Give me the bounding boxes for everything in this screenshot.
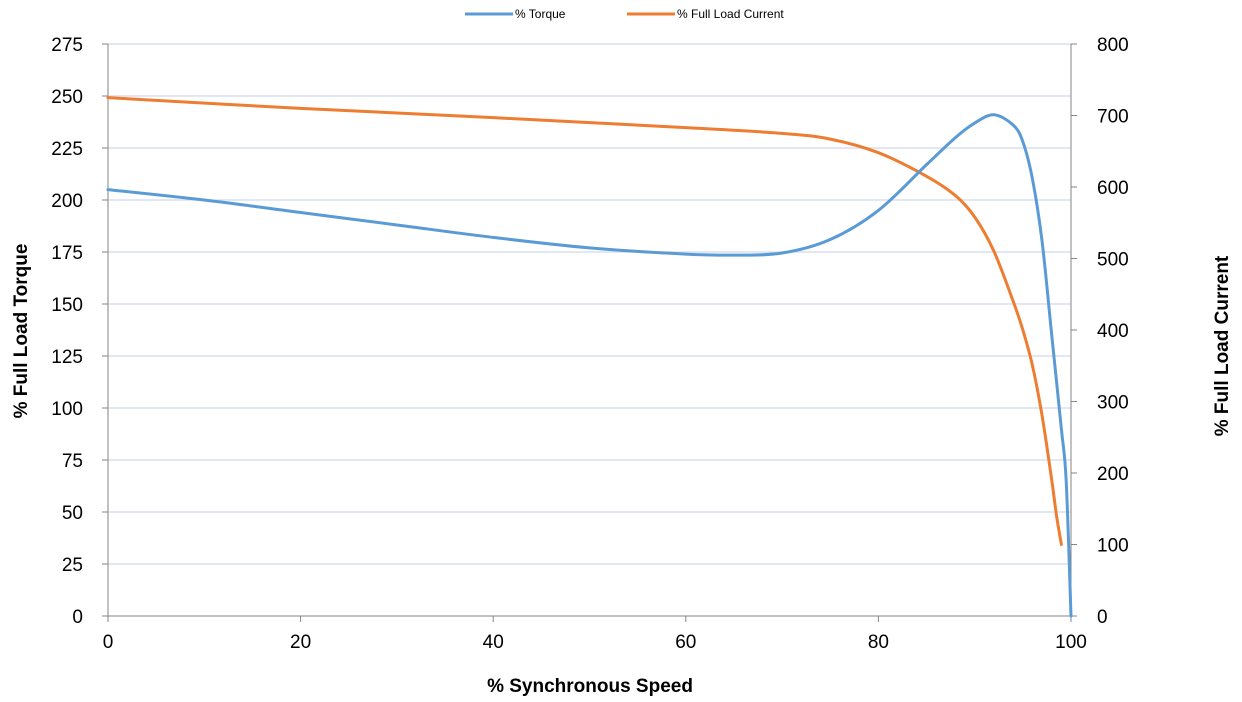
gridlines bbox=[108, 43, 1071, 565]
x-axis-title: % Synchronous Speed bbox=[487, 676, 693, 697]
y-tick-label: 25 bbox=[62, 555, 83, 576]
y-tick-label: 150 bbox=[51, 295, 83, 316]
axes bbox=[107, 44, 1072, 617]
y-tick-label: 50 bbox=[62, 503, 83, 524]
y-tick-label: 75 bbox=[62, 451, 83, 472]
y2-tick-label: 100 bbox=[1097, 536, 1129, 557]
y-tick-label: 0 bbox=[72, 607, 83, 628]
legend: % Torque % Full Load Current bbox=[465, 7, 784, 21]
x-tick-label: 20 bbox=[290, 632, 311, 653]
x-tick-labels: 0 20 40 60 80 100 bbox=[103, 616, 1087, 653]
y-tick-labels: 0 25 50 75 100 125 150 175 200 225 250 275 bbox=[51, 35, 108, 628]
y-tick-label: 200 bbox=[51, 191, 83, 212]
y2-tick-label: 300 bbox=[1097, 393, 1129, 414]
legend-label-current: % Full Load Current bbox=[677, 7, 784, 21]
y-tick-label: 100 bbox=[51, 399, 83, 420]
x-tick-label: 60 bbox=[675, 632, 696, 653]
y2-tick-label: 600 bbox=[1097, 178, 1129, 199]
series-line-torque bbox=[106, 113, 1073, 618]
y2-tick-label: 800 bbox=[1097, 35, 1129, 56]
y2-tick-label: 400 bbox=[1097, 321, 1129, 342]
y2-tick-label: 700 bbox=[1097, 107, 1129, 128]
y2-tick-label: 200 bbox=[1097, 464, 1129, 485]
y2-tick-label: 500 bbox=[1097, 250, 1129, 271]
series-lines bbox=[106, 96, 1073, 618]
y2-axis-title: % Full Load Current bbox=[1212, 255, 1233, 436]
x-tick-label: 100 bbox=[1055, 632, 1087, 653]
x-tick-label: 0 bbox=[103, 632, 114, 653]
legend-label-torque: % Torque bbox=[515, 7, 566, 21]
y-tick-label: 175 bbox=[51, 243, 83, 264]
y2-tick-label: 0 bbox=[1097, 607, 1108, 628]
x-tick-label: 80 bbox=[868, 632, 889, 653]
y-tick-label: 250 bbox=[51, 87, 83, 108]
y-tick-label: 125 bbox=[51, 347, 83, 368]
y-tick-label: 225 bbox=[51, 139, 83, 160]
series-line-current bbox=[106, 96, 1063, 546]
y-tick-label: 275 bbox=[51, 35, 83, 56]
y2-tick-labels: 0 100 200 300 400 500 600 700 800 bbox=[1071, 35, 1129, 628]
y-axis-title: % Full Load Torque bbox=[11, 244, 32, 419]
x-tick-label: 40 bbox=[483, 632, 504, 653]
